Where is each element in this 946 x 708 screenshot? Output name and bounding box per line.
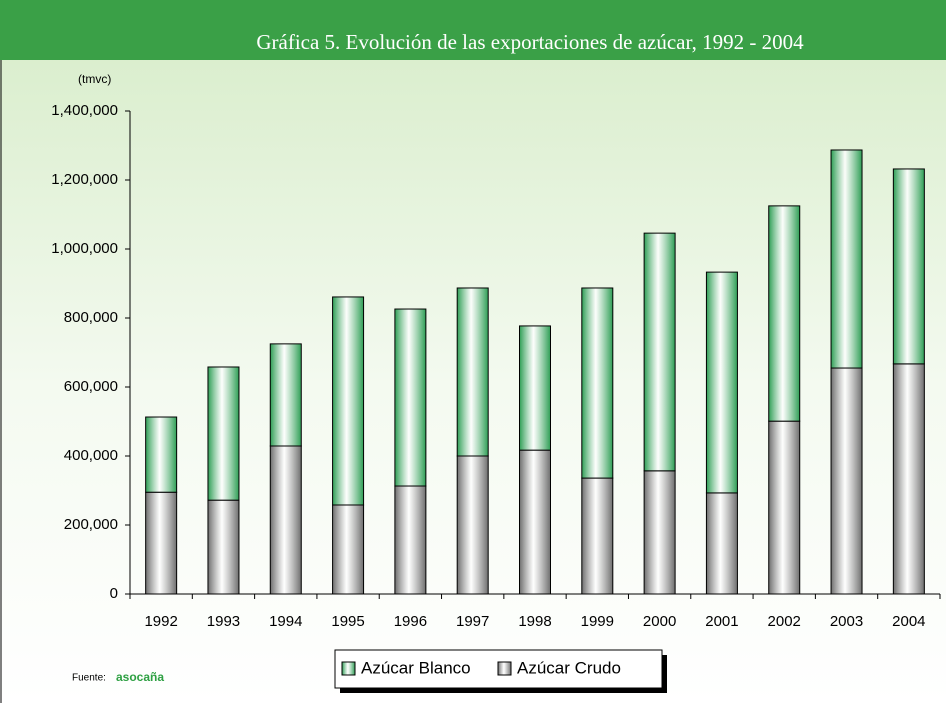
y-tick-label: 1,200,000 <box>51 171 118 188</box>
bar-segment <box>145 416 178 493</box>
x-tick-label: 1997 <box>456 613 489 630</box>
x-tick-label: 1993 <box>207 613 240 630</box>
bar-segment <box>768 205 801 422</box>
legend-swatch <box>497 661 512 676</box>
y-tick-label: 800,000 <box>64 309 118 326</box>
bar-segment <box>207 499 240 595</box>
bar-segment <box>643 470 676 595</box>
title-bar <box>0 0 946 60</box>
y-tick-label: 200,000 <box>64 516 118 533</box>
bar-segment <box>519 325 551 451</box>
bar-segment <box>145 491 178 595</box>
x-tick-label: 1995 <box>331 613 364 630</box>
x-tick-label: 2003 <box>830 613 863 630</box>
legend-swatch <box>341 661 356 676</box>
x-tick-label: 2002 <box>768 613 801 630</box>
chart-title: Gráfica 5. Evolución de las exportacione… <box>256 30 804 54</box>
bar-segment <box>581 287 614 479</box>
bar-segment <box>394 485 427 595</box>
bar-segment <box>768 420 801 595</box>
x-tick-label: 2004 <box>892 613 925 630</box>
y-tick-label: 1,400,000 <box>51 102 118 119</box>
bar-segment <box>892 363 925 595</box>
bar-segment <box>830 149 863 369</box>
x-tick-label: 2000 <box>643 613 676 630</box>
bar-segment <box>332 504 365 595</box>
bar-segment <box>269 343 302 447</box>
x-tick-label: 1996 <box>394 613 427 630</box>
bar-segment <box>830 367 863 595</box>
x-tick-label: 1999 <box>581 613 614 630</box>
bar-segment <box>456 287 489 457</box>
bar-segment <box>394 308 427 487</box>
y-tick-label: 0 <box>110 585 118 602</box>
bar-segment <box>519 449 551 595</box>
y-tick-label: 1,000,000 <box>51 240 118 257</box>
source-label: Fuente: <box>72 673 106 684</box>
bar-segment <box>643 232 676 472</box>
bar-segment <box>892 168 925 365</box>
bar-segment <box>332 296 365 506</box>
bar-segment <box>456 455 489 595</box>
y-axis-label: (tmvc) <box>78 72 111 86</box>
legend-label: Azúcar Crudo <box>517 658 621 677</box>
bar-segment <box>705 271 738 494</box>
x-tick-label: 1994 <box>269 613 302 630</box>
bar-segment <box>207 366 240 501</box>
x-tick-label: 1998 <box>518 613 551 630</box>
x-tick-label: 2001 <box>705 613 738 630</box>
bar-segment <box>705 492 738 595</box>
legend-label: Azúcar Blanco <box>361 658 471 677</box>
y-tick-label: 600,000 <box>64 378 118 395</box>
bar-segment <box>581 477 614 595</box>
source: asocaña <box>116 670 164 684</box>
x-tick-label: 1992 <box>144 613 177 630</box>
bar-segment <box>269 445 302 595</box>
y-tick-label: 400,000 <box>64 447 118 464</box>
